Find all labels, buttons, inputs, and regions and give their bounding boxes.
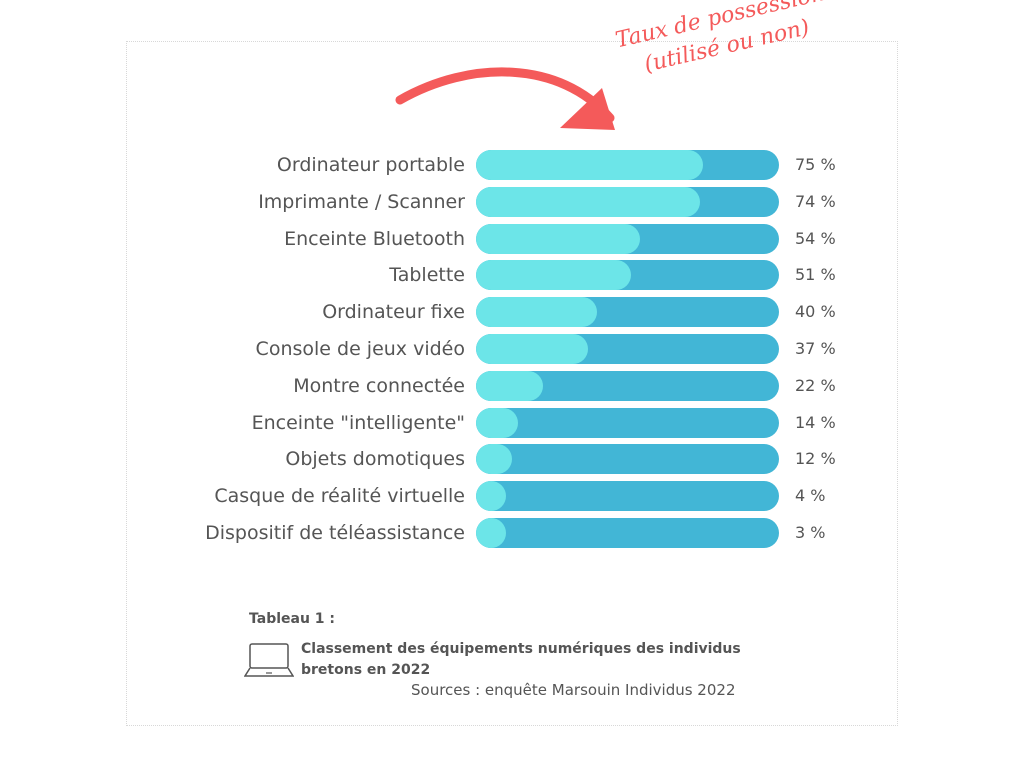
bar	[476, 223, 640, 254]
laptop-icon	[244, 643, 294, 677]
bar-track	[476, 150, 779, 180]
bar-track	[476, 260, 779, 291]
caption-heading: Tableau 1 :	[249, 611, 336, 627]
value-label: 22 %	[795, 375, 836, 395]
category-label: Dispositif de téléassistance	[205, 522, 465, 544]
category-label: Enceinte "intelligente"	[251, 411, 465, 434]
value-label: 3 %	[795, 523, 826, 542]
value-label: 51 %	[795, 265, 836, 285]
category-label: Tablette	[389, 264, 465, 287]
value-label: 4 %	[795, 486, 826, 506]
bar-track	[476, 481, 779, 512]
bar-track	[476, 444, 779, 475]
bar	[476, 186, 701, 217]
value-label: 54 %	[795, 228, 836, 248]
bar	[476, 150, 704, 180]
category-label: Console de jeux vidéo	[255, 338, 465, 360]
bar-track	[476, 223, 779, 254]
bar	[476, 260, 631, 291]
category-label: Casque de réalité virtuelle	[214, 485, 465, 508]
value-label: 14 %	[795, 412, 836, 432]
value-label: 12 %	[795, 449, 836, 469]
bar-track	[476, 407, 779, 438]
category-label: Ordinateur fixe	[322, 301, 465, 324]
category-label: Objets domotiques	[285, 448, 465, 471]
bar	[476, 334, 589, 364]
chart-frame	[126, 41, 898, 726]
value-label: 75 %	[795, 155, 836, 174]
bar	[476, 518, 506, 548]
caption-source: Sources : enquête Marsouin Individus 202…	[411, 681, 736, 699]
bar-track	[476, 334, 779, 364]
bar-track	[476, 370, 779, 401]
bar-track	[476, 297, 779, 328]
value-label: 37 %	[795, 339, 836, 358]
bar	[476, 407, 519, 438]
category-label: Montre connectée	[293, 374, 465, 397]
category-label: Ordinateur portable	[276, 154, 465, 176]
bar-track	[476, 186, 779, 217]
value-label: 74 %	[795, 191, 836, 211]
caption-title: Classement des équipements numériques de…	[301, 641, 741, 678]
value-label: 40 %	[795, 302, 836, 322]
bar	[476, 444, 513, 475]
bar	[476, 297, 598, 328]
bar	[476, 481, 506, 512]
category-label: Imprimante / Scanner	[258, 190, 465, 213]
bar	[476, 370, 543, 401]
category-label: Enceinte Bluetooth	[284, 227, 465, 250]
bar-track	[476, 518, 779, 548]
